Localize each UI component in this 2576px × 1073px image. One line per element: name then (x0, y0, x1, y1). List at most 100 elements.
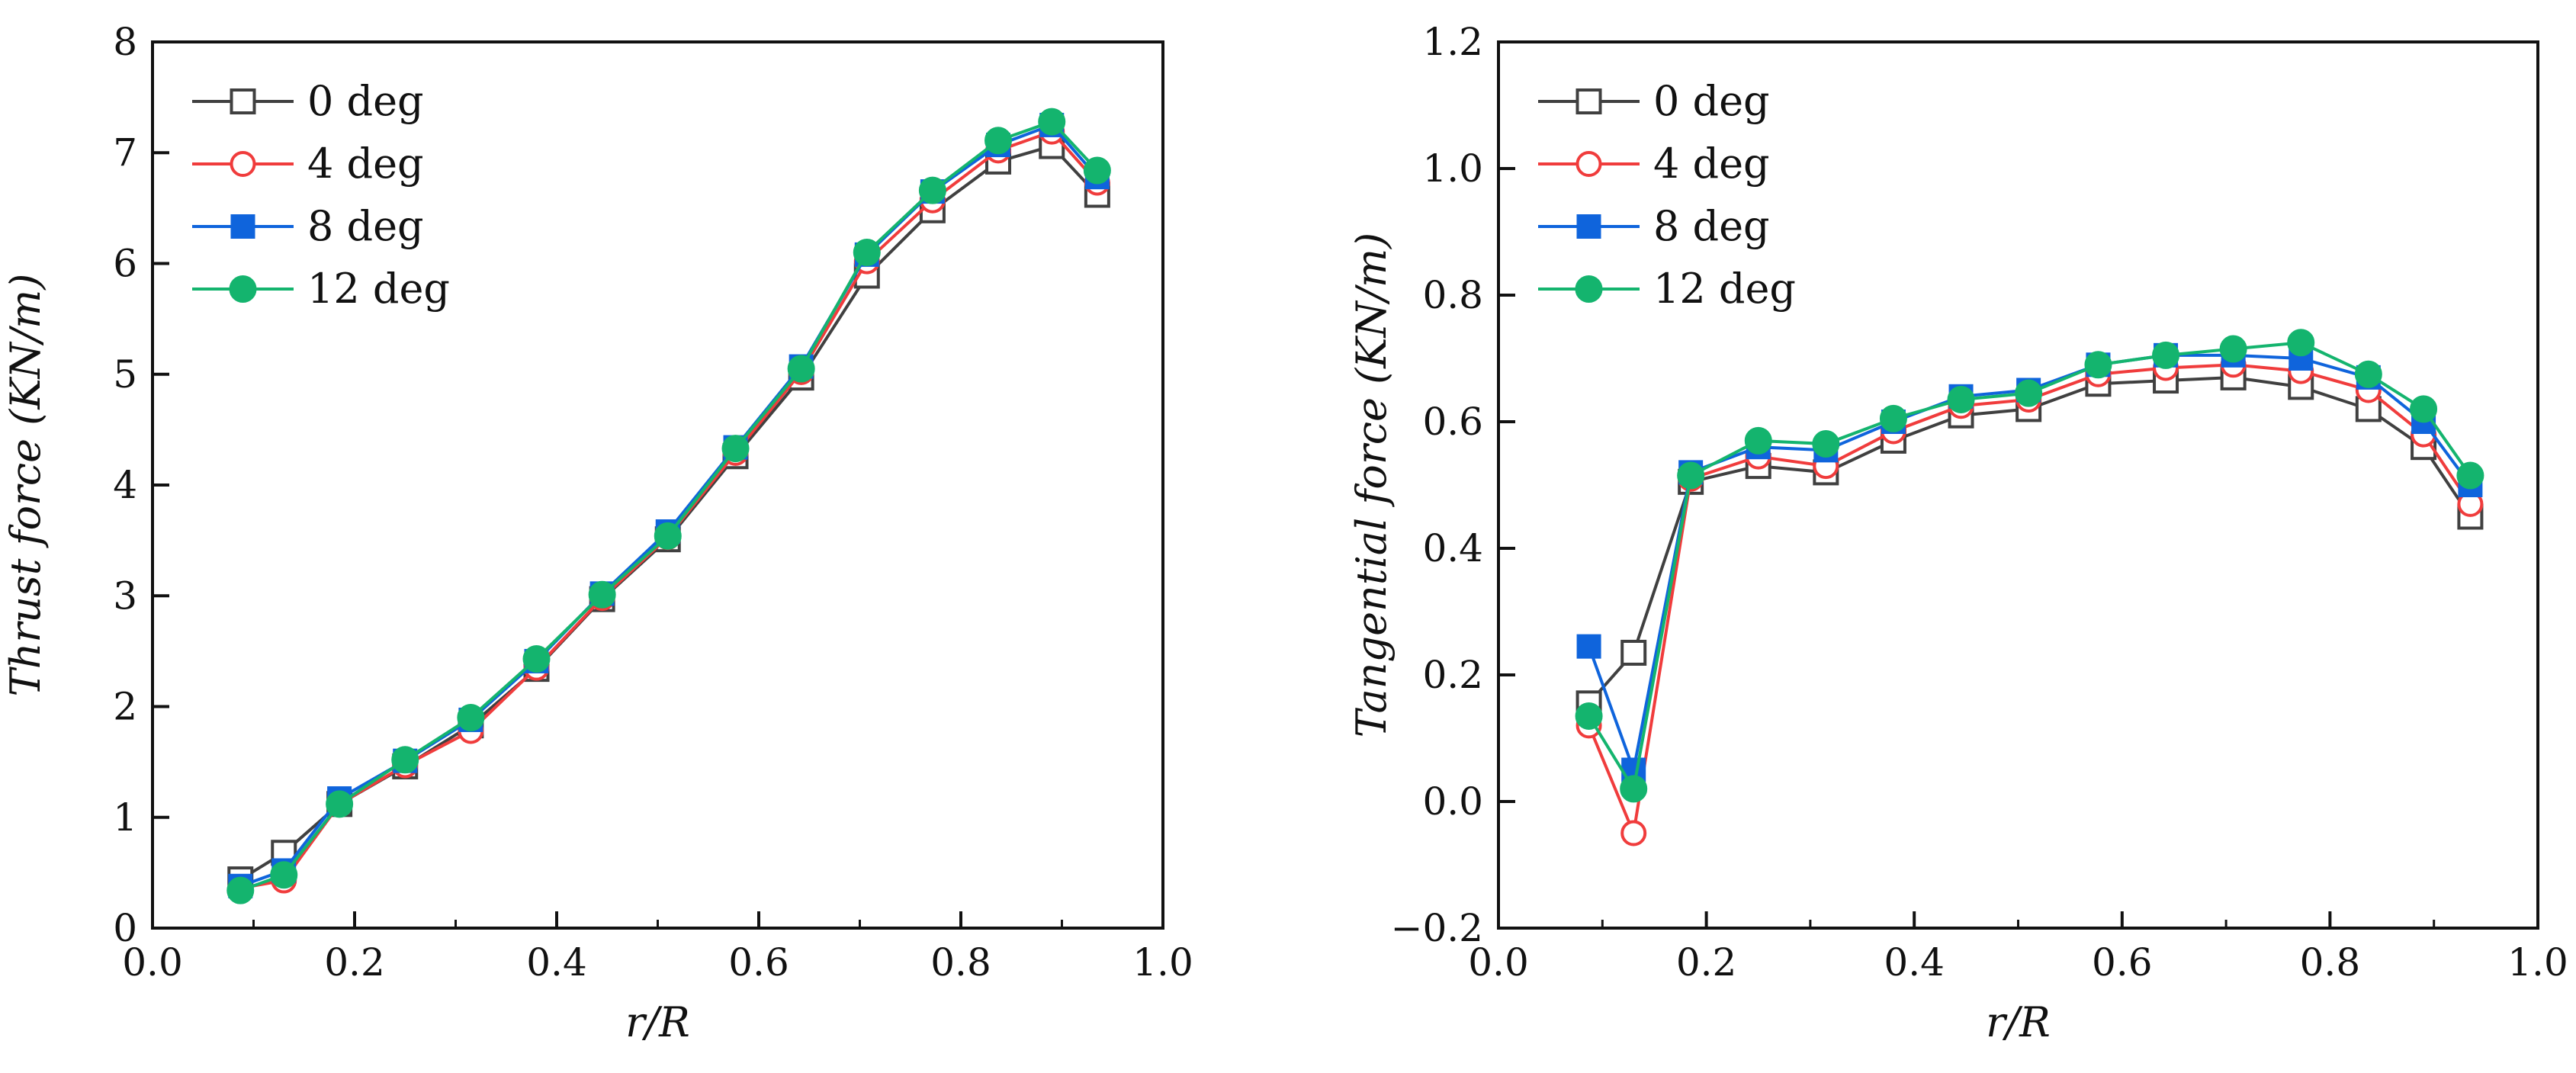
thrust-data-point (226, 876, 255, 904)
tangential-data-point (1620, 820, 1647, 847)
tangential-y-tick-label: 0.8 (1422, 273, 1483, 317)
thrust-y-tick-label: 7 (113, 130, 137, 175)
tangential-force-panel: 0.0 0.2 0.4 0.6 0.8 1.0−0.20.00.20.40.60.81.0… (1347, 20, 2568, 1046)
thrust-y-tick-label: 0 (113, 906, 137, 950)
legend-marker (1575, 275, 1603, 303)
thrust-data-point (270, 861, 298, 889)
tangential-series-line (1588, 375, 2472, 705)
thrust-data-point (721, 435, 750, 463)
thrust-force-panel: 0.0 0.2 0.4 0.6 0.8 1.0 0 1 2 3 4 5 6 7 8 r/R Thrust for… (2, 20, 1193, 1046)
tangential-y-tick-label: 1.0 (1422, 146, 1483, 191)
tangential-data-point (1744, 426, 1772, 455)
thrust-data-point (588, 580, 616, 609)
thrust-x-tick-label: 0.6 (728, 940, 789, 985)
tangential-x-axis-title: r/R (1986, 998, 2051, 1046)
tangential-x-tick-label: 0.0 (1468, 940, 1529, 985)
tangential-data-point (1620, 639, 1647, 666)
tangential-data-point (1575, 702, 1603, 730)
thrust-y-tick-label: 1 (113, 795, 137, 840)
legend-item: 8 deg (192, 202, 424, 250)
legend-label: 0 deg (1653, 77, 1770, 125)
thrust-y-axis-title: Thrust force (KN/m) (2, 274, 50, 697)
thrust-data-point (654, 522, 682, 550)
thrust-y-tick-label: 6 (113, 242, 137, 286)
tangential-y-tick-label: −0.2 (1391, 906, 1483, 950)
tangential-y-tick-label: 1.2 (1422, 20, 1483, 64)
thrust-data-point (853, 238, 881, 266)
tangential-y-tick-label: 0.2 (1422, 653, 1483, 697)
tangential-data-point (2410, 395, 2438, 423)
legend-item: 4 deg (1538, 140, 1770, 188)
tangential-y-tick-label: 0.0 (1422, 779, 1483, 824)
thrust-x-axis-title: r/R (625, 998, 690, 1046)
thrust-data-point (457, 704, 485, 732)
thrust-data-point (918, 176, 946, 204)
thrust-data-point (984, 127, 1013, 155)
tangential-data-point (1812, 430, 1840, 458)
thrust-y-tick-label: 4 (113, 463, 137, 507)
thrust-legend: 0 deg 4 deg 8 deg 12 deg (192, 77, 450, 313)
legend-marker (1575, 151, 1602, 177)
tangential-data-point (1576, 634, 1601, 659)
tangential-series-4-deg (1575, 352, 2484, 847)
thrust-x-tick-label: 0.0 (122, 940, 183, 985)
thrust-axes-frame (151, 40, 1164, 930)
tangential-series-line (1587, 363, 2472, 839)
legend-label: 0 deg (307, 77, 424, 125)
tangential-data-point (2354, 360, 2382, 388)
tangential-x-tick-label: 0.6 (2092, 940, 2153, 985)
tangential-y-tick-label: 0.4 (1422, 526, 1483, 570)
tangential-data-point (1879, 404, 1907, 432)
thrust-data-point (522, 645, 551, 673)
legend-item: 4 deg (192, 140, 424, 188)
legend-label: 4 deg (307, 140, 424, 188)
thrust-x-tick-label: 0.2 (324, 940, 385, 985)
tangential-data-point (2456, 461, 2484, 490)
legend-marker (230, 214, 255, 239)
thrust-series-line (239, 144, 1099, 881)
legend-label: 12 deg (307, 265, 450, 313)
thrust-series-12-deg (226, 108, 1111, 904)
legend-marker (230, 151, 256, 177)
thrust-y-tick-label: 3 (113, 573, 137, 618)
thrust-data-point (326, 790, 354, 818)
tangential-data-point (2152, 341, 2180, 369)
thrust-x-tick-label: 1.0 (1132, 940, 1193, 985)
legend-item: 8 deg (1538, 202, 1770, 250)
tangential-y-axis-title: Tangential force (KN/m) (1347, 233, 1396, 738)
tangential-data-point (1677, 461, 1705, 490)
tangential-x-tick-label: 0.2 (1676, 940, 1737, 985)
thrust-y-tick-label: 8 (113, 20, 137, 64)
legend-label: 12 deg (1653, 265, 1796, 313)
legend-marker (1575, 88, 1602, 114)
thrust-x-tick-label: 0.8 (930, 940, 991, 985)
tangential-data-point (2084, 351, 2112, 379)
legend-label: 8 deg (307, 202, 424, 250)
legend-label: 4 deg (1653, 140, 1770, 188)
legend-item: 0 deg (1538, 77, 1770, 125)
thrust-data-point (787, 355, 815, 383)
thrust-x-tick-label: 0.4 (526, 940, 587, 985)
legend-item: 0 deg (192, 77, 424, 125)
thrust-y-tick-label: 5 (113, 352, 137, 397)
thrust-y-tick-label: 2 (113, 685, 137, 729)
tangential-x-tick-label: 0.4 (1884, 940, 1945, 985)
tangential-series-12-deg (1575, 329, 2484, 803)
legend-marker (229, 275, 257, 303)
tangential-data-point (1620, 775, 1648, 803)
legend-marker (1576, 214, 1601, 239)
legend-label: 8 deg (1653, 202, 1770, 250)
thrust-data-point (1038, 108, 1066, 136)
tangential-y-tick-label: 0.6 (1422, 400, 1483, 444)
tangential-x-tick-label: 0.8 (2300, 940, 2361, 985)
tangential-series-0-deg (1575, 364, 2484, 717)
tangential-data-point (2015, 379, 2043, 407)
tangential-data-point (2287, 329, 2315, 357)
tangential-x-tick-label: 1.0 (2507, 940, 2568, 985)
tangential-data-point (1947, 385, 1975, 413)
legend-item: 12 deg (192, 265, 450, 313)
tangential-data-point (2219, 335, 2247, 363)
legend-marker (230, 88, 256, 114)
